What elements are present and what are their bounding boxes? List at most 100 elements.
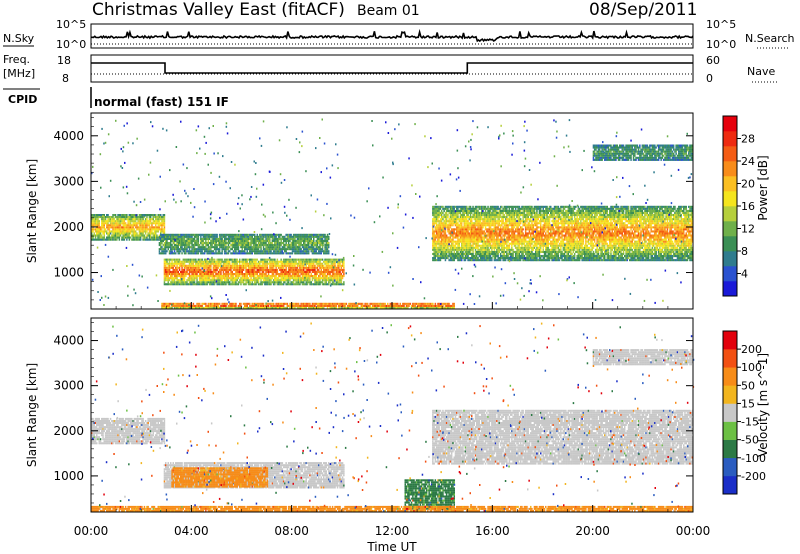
data-cell [438,228,440,231]
data-cell [294,242,296,245]
data-cell [457,230,459,233]
data-cell [493,234,496,237]
data-cell [234,262,236,265]
data-cell [231,262,233,265]
data-cell [442,226,444,229]
data-cell [299,270,301,273]
data-cell [119,226,122,229]
data-cell [481,236,483,239]
data-cell [305,250,307,253]
data-cell [96,216,98,219]
data-cell [160,224,162,227]
data-cell [249,258,251,261]
data-cell [195,233,197,236]
data-cell [314,244,316,247]
data-cell [139,220,142,223]
data-cell [289,266,291,269]
data-cell [336,268,339,271]
data-cell [497,246,499,249]
data-cell [479,238,482,241]
data-cell [280,248,282,251]
data-cell [457,252,459,255]
data-cell [192,281,195,284]
data-cell [442,218,444,221]
data-cell [318,270,320,273]
data-cell [459,250,462,253]
data-cell [212,273,215,276]
data-cell [168,260,171,263]
data-cell [279,252,281,255]
data-cell [303,260,305,263]
data-cell [133,220,136,223]
data-cell [123,238,126,241]
data-cell [437,207,439,210]
data-cell [503,226,506,229]
data-cell [166,235,168,238]
data-cell [266,283,269,286]
data-cell [162,230,164,233]
data-cell [242,235,245,238]
data-cell [314,273,316,276]
data-cell [127,222,129,225]
data-cell [210,244,212,247]
data-cell [448,228,450,231]
data-cell [222,273,225,276]
data-cell [246,233,248,236]
data-cell [319,273,321,276]
data-cell [223,250,226,253]
data-cell [484,255,487,258]
data-cell [207,239,210,242]
data-cell [162,252,164,255]
data-cell [466,242,468,245]
data-cell [255,242,257,245]
data-cell [497,238,499,241]
data-cell [134,238,137,241]
data-cell [146,222,148,225]
data-cell [497,222,499,225]
data-cell [265,266,267,269]
data-cell [306,268,309,271]
data-cell [287,268,290,271]
data-cell [450,209,453,212]
data-cell [136,236,138,239]
data-cell [252,239,255,242]
data-cell [318,264,320,267]
data-cell [301,260,304,263]
data-cell [229,283,231,286]
data-cell [334,266,336,269]
data-cell [284,258,286,261]
data-cell [328,270,330,273]
data-cell [486,224,488,227]
data-cell [148,214,151,217]
data-cell [449,248,452,251]
data-cell [91,222,93,225]
data-cell [205,270,207,273]
data-cell [160,232,162,235]
data-cell [232,262,235,265]
data-cell [231,273,233,276]
data-cell [325,277,327,280]
data-cell [192,275,195,278]
data-cell [484,250,487,253]
data-cell [316,264,319,267]
data-cell [501,238,503,241]
data-cell [453,222,455,225]
data-cell [192,248,195,251]
data-cell [491,240,493,243]
data-cell [316,235,319,238]
data-cell [447,205,449,208]
data-cell [287,244,290,247]
data-cell [208,260,211,263]
data-cell [482,211,484,214]
data-cell [247,268,250,271]
data-cell [201,264,203,267]
data-cell [244,275,246,278]
data-cell [461,252,463,255]
data-cell [468,222,470,225]
data-cell [190,270,192,273]
data-cell [201,250,203,253]
data-cell [301,258,304,261]
data-cell [102,232,104,235]
data-cell [244,242,246,245]
data-cell [275,237,277,240]
